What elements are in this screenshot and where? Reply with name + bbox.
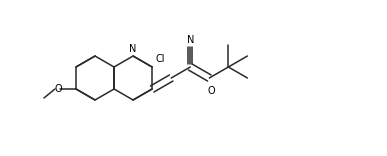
Text: O: O [207, 86, 215, 96]
Text: Cl: Cl [155, 54, 164, 64]
Text: N: N [187, 35, 194, 45]
Text: N: N [129, 44, 137, 54]
Text: O: O [54, 84, 62, 94]
